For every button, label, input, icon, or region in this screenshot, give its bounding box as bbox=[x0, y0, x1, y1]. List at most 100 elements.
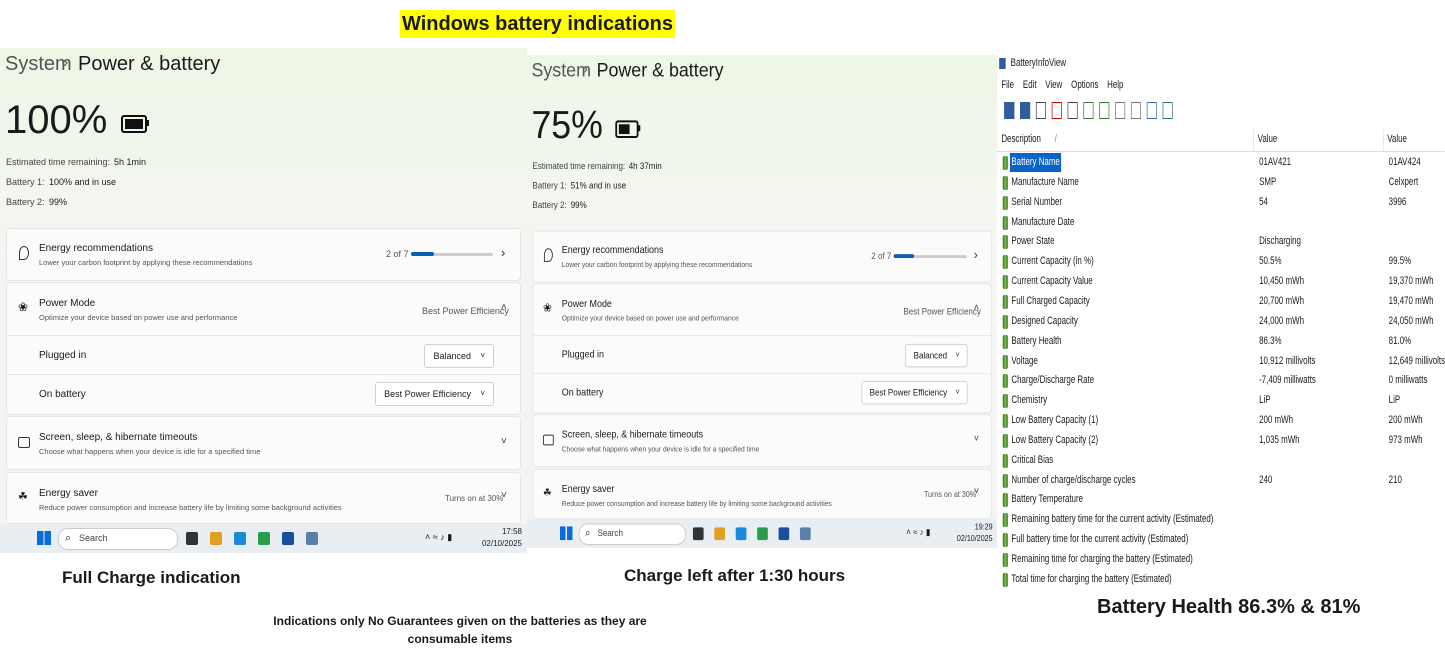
dropdown[interactable]: Best Power Efficiency ˅ bbox=[375, 382, 494, 406]
dropdown[interactable]: Balanced ˅ bbox=[424, 344, 494, 368]
breadcrumb-parent: System bbox=[531, 59, 591, 82]
description-cell: Critical Bias bbox=[1011, 453, 1054, 466]
value-cell: 0 milliwatts bbox=[1388, 374, 1428, 387]
status-value: 51% and in use bbox=[570, 180, 627, 191]
column-header[interactable]: Value bbox=[1387, 133, 1407, 145]
table-row[interactable]: Low Battery Capacity (1) 200 mWh 200 mWh bbox=[997, 411, 1445, 430]
value-cell: 24,050 mWh bbox=[1388, 314, 1434, 327]
table-row[interactable]: Designed Capacity 24,000 mWh 24,050 mWh bbox=[997, 312, 1445, 331]
card-subtitle: Lower your carbon footprint by applying … bbox=[561, 259, 753, 269]
search-box[interactable]: ⌕ Search bbox=[578, 523, 686, 545]
taskbar-icon[interactable] bbox=[757, 527, 768, 541]
column-divider bbox=[1382, 129, 1384, 151]
table-row[interactable]: Serial Number 54 3996 bbox=[997, 193, 1445, 212]
toolbar-button[interactable] bbox=[1020, 102, 1031, 119]
card[interactable]: Screen, sleep, & hibernate timeouts Choos… bbox=[6, 416, 521, 470]
divider bbox=[533, 373, 991, 375]
menu-item[interactable]: File bbox=[1001, 79, 1015, 91]
caption: Full Charge indication bbox=[62, 568, 241, 587]
table-row[interactable]: Low Battery Capacity (2) 1,035 mWh 973 mWh bbox=[997, 431, 1445, 450]
table-row[interactable]: Battery Name 01AV421 01AV424 bbox=[997, 153, 1445, 172]
toolbar-button[interactable] bbox=[1162, 102, 1173, 119]
chevron: ˄ bbox=[501, 302, 507, 313]
value-cell: 01AV421 bbox=[1259, 156, 1292, 168]
menu-item[interactable]: View bbox=[1045, 79, 1063, 91]
battery-tip bbox=[638, 125, 641, 132]
table-row[interactable]: Remaining battery time for the current a… bbox=[997, 510, 1445, 529]
taskbar-icon[interactable] bbox=[692, 527, 704, 541]
table-row[interactable]: Total time for charging the battery (Est… bbox=[997, 570, 1445, 589]
toolbar-button[interactable] bbox=[1035, 102, 1046, 119]
start-button[interactable] bbox=[37, 531, 51, 545]
taskbar-icon[interactable] bbox=[778, 527, 790, 541]
taskbar-icon[interactable] bbox=[186, 532, 198, 545]
taskbar-icon[interactable] bbox=[306, 532, 318, 545]
value-cell: Discharging bbox=[1259, 235, 1301, 248]
table-row[interactable]: Current Capacity Value 10,450 mWh 19,370 m… bbox=[997, 272, 1445, 291]
menu-item[interactable]: Edit bbox=[1022, 79, 1037, 91]
taskbar-icon[interactable] bbox=[714, 527, 726, 541]
taskbar-icon[interactable] bbox=[735, 527, 747, 541]
table-row[interactable]: Battery Health 86.3% 81.0% bbox=[997, 332, 1445, 351]
description-cell: Battery Health bbox=[1011, 334, 1062, 347]
row-icon bbox=[1002, 275, 1008, 290]
menu-item[interactable]: Help bbox=[1107, 79, 1124, 91]
dropdown-arrow: ˅ bbox=[955, 387, 960, 397]
table-row[interactable]: Voltage 10,912 millivolts 12,649 millivolt… bbox=[997, 352, 1445, 371]
toolbar-button[interactable] bbox=[1067, 102, 1078, 119]
column-header[interactable]: Value bbox=[1257, 133, 1278, 145]
toolbar-button[interactable] bbox=[1099, 102, 1110, 119]
table-row[interactable]: Chemistry LiP LiP bbox=[997, 391, 1445, 410]
table-row[interactable]: Remaining time for charging the battery … bbox=[997, 550, 1445, 569]
dropdown[interactable]: Balanced ˅ bbox=[905, 343, 968, 368]
card: ❀ Power Mode Optimize your device based on… bbox=[6, 282, 521, 415]
table-row[interactable]: Full battery time for the current activi… bbox=[997, 530, 1445, 549]
table-row[interactable]: Manufacture Name SMP Celxpert bbox=[997, 173, 1445, 192]
card[interactable]: Energy recommendations Lower your carbon … bbox=[532, 230, 992, 283]
table-row[interactable]: Full Charged Capacity 20,700 mWh 19,470 mW… bbox=[997, 292, 1445, 311]
toolbar-button[interactable] bbox=[1115, 102, 1126, 119]
caption: Charge left after 1:30 hours bbox=[624, 566, 846, 585]
taskbar-icon[interactable] bbox=[234, 532, 246, 545]
battery-icon bbox=[615, 120, 639, 138]
status-label: Battery 1: bbox=[6, 177, 45, 187]
toolbar-button[interactable] bbox=[1083, 102, 1094, 119]
progress-track bbox=[893, 255, 967, 259]
table-row[interactable]: Power State Discharging bbox=[997, 232, 1445, 251]
table-row[interactable]: Battery Temperature bbox=[997, 490, 1445, 509]
toolbar-button[interactable] bbox=[1146, 102, 1157, 119]
description-cell: Charge/Discharge Rate bbox=[1011, 374, 1095, 387]
card[interactable]: Screen, sleep, & hibernate timeouts Choos… bbox=[532, 414, 992, 467]
card[interactable]: Energy recommendations Lower your carbon … bbox=[6, 228, 521, 281]
column-header[interactable]: Description bbox=[1001, 133, 1041, 145]
taskbar-icon[interactable] bbox=[282, 532, 294, 545]
table-row[interactable]: Charge/Discharge Rate -7,409 milliwatts 0 … bbox=[997, 371, 1445, 390]
value-cell: 86.3% bbox=[1259, 334, 1282, 347]
table-row[interactable]: Critical Bias bbox=[997, 451, 1445, 470]
note: Indications only No Guarantees given on … bbox=[273, 614, 647, 646]
dropdown[interactable]: Best Power Efficiency ˅ bbox=[861, 380, 968, 405]
energy-saver-value: Turns on at 30% bbox=[923, 490, 977, 500]
search-box[interactable]: ⌕ Search bbox=[58, 528, 178, 550]
start-button[interactable] bbox=[560, 526, 573, 541]
value-cell: 10,912 millivolts bbox=[1259, 354, 1316, 367]
toolbar-button[interactable] bbox=[1130, 102, 1141, 119]
toolbar-button[interactable] bbox=[1051, 102, 1062, 119]
battery-icon bbox=[121, 115, 147, 133]
menu-item[interactable]: Options bbox=[1071, 79, 1099, 91]
taskbar-icon[interactable] bbox=[210, 532, 222, 545]
table-row[interactable]: Manufacture Date bbox=[997, 213, 1445, 232]
taskbar-icon[interactable] bbox=[258, 532, 270, 545]
card-title: Energy saver bbox=[561, 484, 615, 496]
taskbar-icon[interactable] bbox=[799, 527, 811, 541]
table-row[interactable]: Current Capacity (in %) 50.5% 99.5% bbox=[997, 252, 1445, 271]
card-title: Power Mode bbox=[561, 299, 612, 310]
row-icon bbox=[1002, 294, 1008, 309]
divider bbox=[7, 374, 520, 375]
card[interactable]: ☘ Energy saver Reduce power consumption an… bbox=[532, 468, 992, 520]
row-icon bbox=[1002, 354, 1008, 369]
table-row[interactable]: Number of charge/discharge cycles 240 210 bbox=[997, 471, 1445, 490]
toolbar-button[interactable] bbox=[1004, 102, 1015, 119]
card[interactable]: ☘ Energy saver Reduce power consumption an… bbox=[6, 472, 521, 524]
value-cell: 200 mWh bbox=[1259, 414, 1293, 427]
